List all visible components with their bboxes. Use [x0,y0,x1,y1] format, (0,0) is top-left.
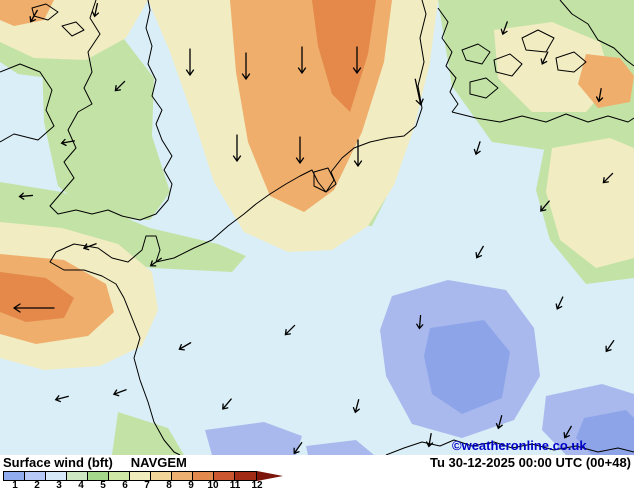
coast-continent-north [55,0,427,263]
coast-hebrides-1 [31,3,59,21]
legend-tick-2: 2 [34,480,40,491]
legend-cell-1 [4,472,25,480]
coast-baltic-south [451,111,634,123]
coast-danish-island-3 [469,77,499,99]
coast-scania [555,51,587,73]
legend-cell-12 [235,472,256,480]
legend-tick-12: 12 [251,480,263,491]
wind-region-calm-south2 [306,440,374,455]
footer-left: Surface wind (bft) NAVGEM [3,456,187,470]
coast-ireland [0,63,55,143]
legend [3,471,631,481]
coastlines [0,0,634,455]
wind-map-svg: ©weatheronline.co.uk [0,0,634,455]
legend-cell-2 [25,472,46,480]
coast-great-britain [49,0,173,221]
wind-region-calmest-alps [424,320,510,414]
coast-jutland [437,7,459,113]
coast-mediterranean [385,439,634,455]
coast-france-west [49,251,181,455]
weather-map: ©weatheronline.co.uk [0,0,634,455]
legend-tick-11: 11 [229,480,241,491]
wind-speed-regions [0,0,634,455]
legend-tick-8: 8 [166,480,172,491]
coast-sweden [559,0,634,67]
legend-cell-10 [193,472,214,480]
legend-tick-7: 7 [144,480,150,491]
legend-cell-6 [109,472,130,480]
wind-region-calm-south1 [205,422,302,455]
legend-ticks: 1 2 3 4 5 6 7 8 9 10 11 12 [4,481,631,491]
coast-zealand [521,29,555,53]
wind-region-strong-northsea [312,0,376,112]
wind-region-orange-baltic [578,54,634,108]
copyright-watermark: ©weatheronline.co.uk [452,438,587,453]
legend-bar [3,471,257,481]
legend-tick-5: 5 [100,480,106,491]
coast-danish-island-2 [493,53,523,77]
legend-cell-11 [214,472,235,480]
footer: Surface wind (bft) NAVGEM Tu 30-12-2025 0… [0,455,634,491]
legend-cell-9 [172,472,193,480]
model-name: NAVGEM [130,455,187,470]
coast-hebrides-2 [61,21,85,37]
coast-ijsselmeer [313,167,335,193]
legend-tick-4: 4 [78,480,84,491]
legend-cell-5 [88,472,109,480]
param-label: Surface wind (bft) [3,455,113,470]
legend-arrow-icon [257,471,283,481]
wind-region-green-uk [42,20,170,220]
wind-region-cream-denmark [494,22,612,112]
wind-region-strong-atlantic [0,272,74,322]
legend-tick-6: 6 [122,480,128,491]
coast-danish-island-1 [461,43,491,65]
footer-title-row: Surface wind (bft) NAVGEM Tu 30-12-2025 0… [3,456,631,470]
legend-cell-7 [130,472,151,480]
valid-time: Tu 30-12-2025 00:00 UTC (00+48) [430,455,631,470]
legend-tick-9: 9 [188,480,194,491]
legend-cell-3 [46,472,67,480]
legend-cell-8 [151,472,172,480]
legend-tick-10: 10 [207,480,219,491]
wind-region-calmest-corner [576,410,634,455]
legend-tick-1: 1 [12,480,18,491]
wind-region-cream-rightmid [546,138,634,268]
legend-cell-4 [67,472,88,480]
legend-tick-3: 3 [56,480,62,491]
wind-region-orange-topleft [0,0,54,26]
wind-region-green-biscay [112,412,184,455]
